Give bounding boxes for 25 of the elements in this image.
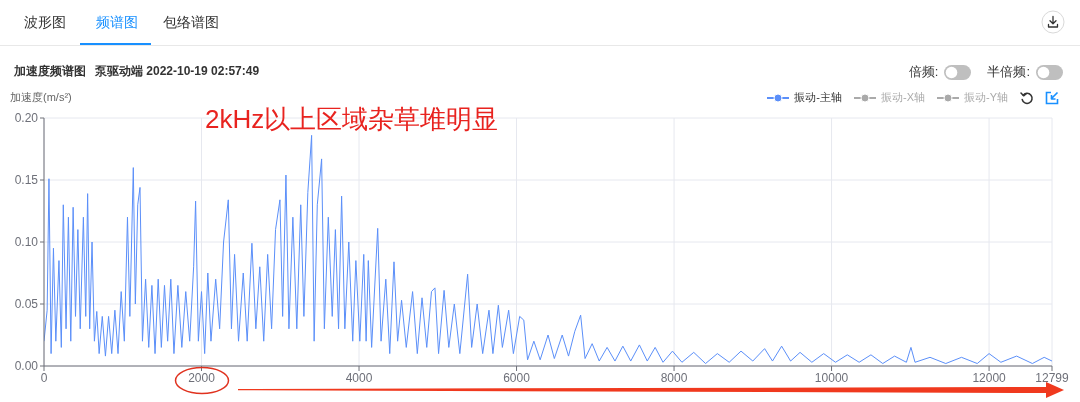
x-tick-label: 12000 (972, 370, 1007, 385)
y-tick-label: 0.10 (14, 235, 39, 250)
text: 倍频: (908, 63, 939, 81)
y-tick-label: 0.05 (14, 297, 39, 312)
x-tick-label: 4000 (345, 370, 373, 385)
y-tick-label: 0.15 (14, 173, 39, 188)
y-axis-title: 加速度(m/s²) (10, 91, 72, 103)
x-tick-label: 10000 (814, 370, 849, 385)
text: 半倍频: (987, 63, 1030, 81)
chart-subtitle: 泵驱动端 2022-10-19 02:57:49 (95, 64, 260, 78)
legend-label: 振动-主轴 (794, 90, 842, 105)
chart-title: 加速度频谱图 (14, 64, 86, 78)
annotation: 2kHz以上区域杂草堆明显 (205, 104, 499, 134)
text: 包络谱图 (163, 14, 219, 30)
x-tick-label: 2000 (188, 370, 216, 385)
y-tick-label: 0.00 (14, 359, 39, 374)
y-tick-label: 0.20 (14, 111, 39, 126)
x-tick-label: 12799 (1035, 370, 1070, 385)
legend-label: 振动-Y轴 (964, 90, 1008, 105)
x-tick-label: 6000 (503, 370, 531, 385)
text: 波形图 (24, 14, 66, 30)
x-tick-label: 0 (40, 370, 48, 385)
legend-label: 振动-X轴 (881, 90, 925, 105)
text: 频谱图 (96, 14, 138, 30)
x-tick-label: 8000 (660, 370, 688, 385)
